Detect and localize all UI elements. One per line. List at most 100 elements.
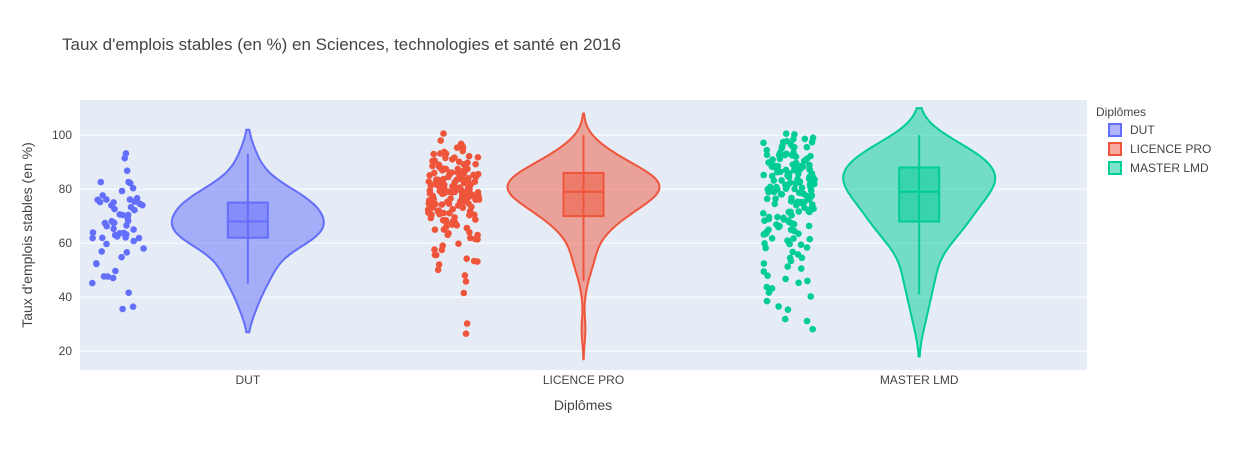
data-point <box>139 201 146 209</box>
data-point <box>775 223 782 231</box>
data-point <box>774 213 781 221</box>
data-point <box>803 317 811 325</box>
legend-item[interactable]: MASTER LMD <box>1108 161 1209 175</box>
data-point <box>440 130 447 137</box>
data-point <box>460 289 468 297</box>
y-tick-labels: 20 40 60 80 100 <box>52 128 72 358</box>
data-point <box>119 305 126 313</box>
data-point <box>466 234 474 242</box>
data-point <box>465 193 473 201</box>
data-point <box>122 234 129 241</box>
data-point <box>462 330 470 338</box>
data-point <box>760 260 768 267</box>
violin-group[interactable] <box>424 112 661 361</box>
data-point <box>790 166 798 174</box>
data-point <box>110 225 117 233</box>
data-point <box>778 177 785 184</box>
data-point <box>130 237 137 245</box>
x-tick-label: DUT <box>235 373 260 387</box>
data-point <box>808 138 816 146</box>
data-point <box>465 152 473 160</box>
data-point <box>807 293 814 300</box>
data-point <box>790 220 798 228</box>
data-point <box>463 255 471 262</box>
data-point <box>441 189 448 197</box>
y-tick-label: 60 <box>59 236 73 250</box>
data-point <box>438 246 446 254</box>
legend-label: LICENCE PRO <box>1130 142 1211 156</box>
data-point <box>797 241 805 248</box>
data-point <box>474 236 481 243</box>
data-point <box>463 320 471 327</box>
data-point <box>97 178 105 186</box>
data-point <box>792 180 799 187</box>
x-tick-label: LICENCE PRO <box>543 373 624 387</box>
data-point <box>127 179 134 187</box>
data-point <box>795 208 802 215</box>
data-point <box>466 229 473 236</box>
legend[interactable]: Diplômes DUT LICENCE PRO MASTER LMD <box>1096 105 1211 175</box>
data-point <box>442 218 450 226</box>
data-point <box>472 196 479 203</box>
data-point <box>795 230 802 237</box>
data-point <box>806 235 814 243</box>
data-point <box>440 209 448 217</box>
violin-group[interactable] <box>89 128 325 334</box>
legend-swatch <box>1108 123 1122 137</box>
data-point <box>778 191 786 198</box>
chart-title: Taux d'emplois stables (en %) en Science… <box>62 35 621 54</box>
data-point <box>788 152 796 159</box>
data-points <box>760 130 818 333</box>
data-point <box>446 209 453 217</box>
data-point <box>797 265 805 272</box>
x-tick-label: MASTER LMD <box>880 373 959 387</box>
violin-group[interactable] <box>760 107 997 358</box>
data-point <box>790 235 797 242</box>
data-point <box>451 188 459 196</box>
data-point <box>110 219 118 227</box>
data-point <box>131 206 138 214</box>
data-point <box>760 139 767 147</box>
data-point <box>98 248 105 255</box>
data-point <box>103 196 110 203</box>
data-point <box>771 200 779 208</box>
data-point <box>430 157 438 165</box>
data-point <box>438 201 446 208</box>
data-point <box>140 245 147 252</box>
data-point <box>784 172 791 179</box>
data-point <box>763 195 771 203</box>
legend-item[interactable]: LICENCE PRO <box>1108 142 1211 156</box>
data-point <box>784 263 791 270</box>
data-point <box>800 157 808 165</box>
data-point <box>803 143 811 151</box>
data-point <box>790 135 797 143</box>
data-point <box>129 184 137 192</box>
data-point <box>112 267 119 275</box>
data-point <box>765 188 772 196</box>
data-point <box>795 279 802 287</box>
data-point <box>464 179 471 187</box>
data-point <box>455 240 462 247</box>
data-point <box>453 222 461 229</box>
data-point <box>431 246 438 253</box>
data-point <box>787 257 795 265</box>
data-point <box>787 226 795 234</box>
data-point <box>472 160 479 168</box>
data-point <box>118 187 126 195</box>
data-point <box>764 272 771 280</box>
legend-item[interactable]: DUT <box>1108 123 1155 137</box>
data-point <box>118 253 125 261</box>
y-tick-label: 100 <box>52 128 72 142</box>
data-point <box>770 188 778 196</box>
data-points <box>424 130 483 338</box>
data-point <box>798 254 806 262</box>
data-point <box>791 143 798 151</box>
data-point <box>474 154 482 161</box>
data-point <box>770 177 778 184</box>
violins <box>89 107 997 361</box>
data-point <box>444 231 452 239</box>
data-point <box>453 144 461 151</box>
box-iqr <box>562 171 605 218</box>
data-point <box>109 274 117 282</box>
data-point <box>777 168 784 176</box>
